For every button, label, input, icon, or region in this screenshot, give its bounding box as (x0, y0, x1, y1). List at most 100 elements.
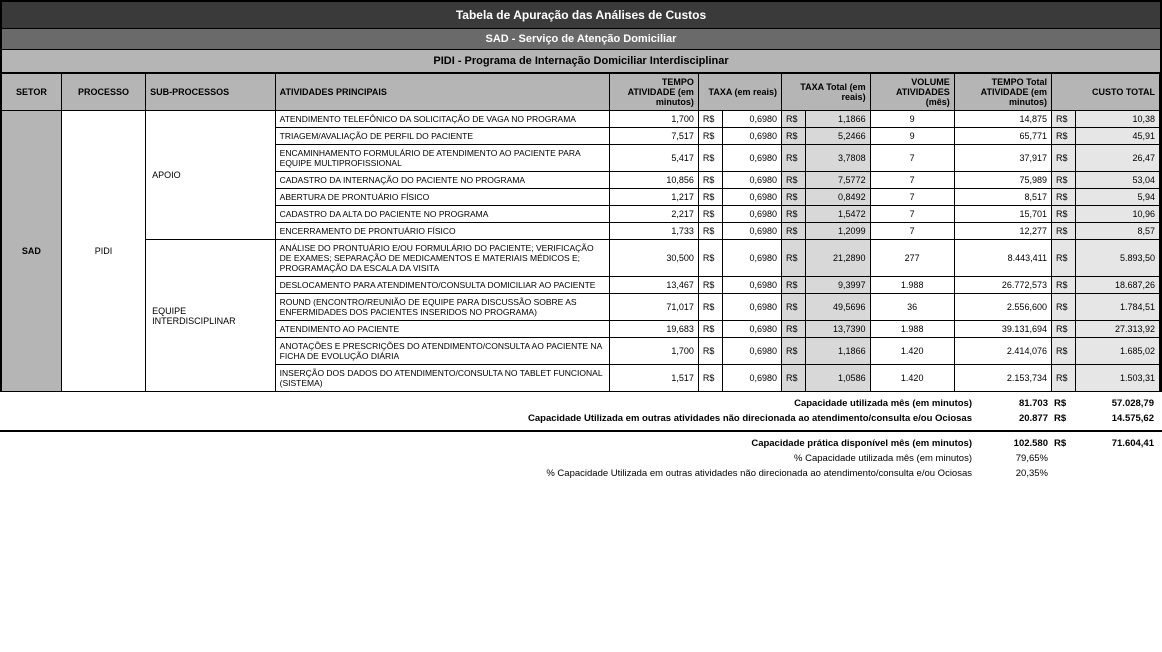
taxa-cell: 0,6980 (722, 294, 781, 321)
taxa-cell: 0,6980 (722, 145, 781, 172)
currency-cell: R$ (1051, 321, 1075, 338)
taxa-cell: 0,6980 (722, 189, 781, 206)
currency-cell: R$ (782, 240, 806, 277)
currency-cell: R$ (782, 277, 806, 294)
currency-cell: R$ (782, 145, 806, 172)
currency-cell: R$ (1051, 240, 1075, 277)
volume-cell: 9 (870, 128, 954, 145)
currency-cell: R$ (698, 294, 722, 321)
custo-total-cell: 53,04 (1075, 172, 1159, 189)
custo-total-cell: 26,47 (1075, 145, 1159, 172)
tempo-total-cell: 15,701 (954, 206, 1051, 223)
currency-cell: R$ (1051, 338, 1075, 365)
taxa-total-cell: 21,2890 (805, 240, 870, 277)
report-frame: Tabela de Apuração das Análises de Custo… (0, 0, 1162, 392)
tempo-total-cell: 2.153,734 (954, 365, 1051, 392)
taxa-cell: 0,6980 (722, 111, 781, 128)
footer-val: 71.604,41 (1078, 438, 1158, 449)
volume-cell: 1.420 (870, 365, 954, 392)
taxa-total-cell: 7,5772 (805, 172, 870, 189)
activity-cell: ENCERRAMENTO DE PRONTUÁRIO FÍSICO (275, 223, 610, 240)
activity-cell: ANOTAÇÕES E PRESCRIÇÕES DO ATENDIMENTO/C… (275, 338, 610, 365)
footer-label: Capacidade Utilizada em outras atividade… (0, 413, 984, 424)
footer-row: Capacidade utilizada mês (em minutos) 81… (0, 396, 1162, 411)
currency-cell: R$ (698, 338, 722, 365)
tempo-cell: 1,700 (610, 111, 699, 128)
taxa-total-cell: 1,5472 (805, 206, 870, 223)
hdr-setor: SETOR (2, 74, 61, 111)
tempo-cell: 1,217 (610, 189, 699, 206)
activity-cell: ROUND (ENCONTRO/REUNIÃO DE EQUIPE PARA D… (275, 294, 610, 321)
currency-cell: R$ (1051, 128, 1075, 145)
title-program: PIDI - Programa de Internação Domiciliar… (2, 50, 1160, 74)
taxa-cell: 0,6980 (722, 223, 781, 240)
subprocesso-cell: APOIO (146, 111, 276, 240)
tempo-total-cell: 14,875 (954, 111, 1051, 128)
tempo-total-cell: 12,277 (954, 223, 1051, 240)
custo-total-cell: 5.893,50 (1075, 240, 1159, 277)
tempo-cell: 13,467 (610, 277, 699, 294)
table-row: EQUIPE INTERDISCIPLINARANÁLISE DO PRONTU… (2, 240, 1160, 277)
taxa-cell: 0,6980 (722, 321, 781, 338)
taxa-total-cell: 49,5696 (805, 294, 870, 321)
custo-total-cell: 45,91 (1075, 128, 1159, 145)
currency-cell: R$ (1051, 189, 1075, 206)
cost-table: SETOR PROCESSO SUB-PROCESSOS ATIVIDADES … (2, 74, 1160, 392)
tempo-total-cell: 26.772,573 (954, 277, 1051, 294)
taxa-total-cell: 1,0586 (805, 365, 870, 392)
hdr-processo: PROCESSO (61, 74, 145, 111)
volume-cell: 7 (870, 189, 954, 206)
tempo-total-cell: 65,771 (954, 128, 1051, 145)
footer-divider (0, 430, 1162, 432)
taxa-total-cell: 9,3997 (805, 277, 870, 294)
footer-cur: R$ (1054, 413, 1078, 424)
hdr-ct: CUSTO TOTAL (1051, 74, 1159, 111)
volume-cell: 7 (870, 145, 954, 172)
taxa-cell: 0,6980 (722, 338, 781, 365)
footer-val: 20.877 (984, 413, 1054, 424)
taxa-total-cell: 0,8492 (805, 189, 870, 206)
currency-cell: R$ (782, 111, 806, 128)
tempo-total-cell: 37,917 (954, 145, 1051, 172)
taxa-cell: 0,6980 (722, 206, 781, 223)
taxa-cell: 0,6980 (722, 277, 781, 294)
processo-cell: PIDI (61, 111, 145, 392)
hdr-atividades: ATIVIDADES PRINCIPAIS (275, 74, 610, 111)
currency-cell: R$ (1051, 206, 1075, 223)
activity-cell: ANÁLISE DO PRONTUÁRIO E/OU FORMULÁRIO DO… (275, 240, 610, 277)
tempo-cell: 71,017 (610, 294, 699, 321)
hdr-tempo: TEMPO ATIVIDADE (em minutos) (610, 74, 699, 111)
currency-cell: R$ (782, 172, 806, 189)
currency-cell: R$ (698, 321, 722, 338)
subprocesso-cell: EQUIPE INTERDISCIPLINAR (146, 240, 276, 392)
volume-cell: 1.988 (870, 321, 954, 338)
tempo-cell: 1,517 (610, 365, 699, 392)
footer-val: 57.028,79 (1078, 398, 1158, 409)
title-main: Tabela de Apuração das Análises de Custo… (2, 2, 1160, 29)
footer-label: % Capacidade Utilizada em outras ativida… (0, 468, 984, 479)
tempo-total-cell: 75,989 (954, 172, 1051, 189)
footer-label: Capacidade utilizada mês (em minutos) (0, 398, 984, 409)
hdr-vol: VOLUME ATIVIDADES (mês) (870, 74, 954, 111)
footer-row: Capacidade Utilizada em outras atividade… (0, 411, 1162, 426)
currency-cell: R$ (782, 294, 806, 321)
tempo-cell: 10,856 (610, 172, 699, 189)
currency-cell: R$ (698, 277, 722, 294)
taxa-cell: 0,6980 (722, 172, 781, 189)
currency-cell: R$ (698, 128, 722, 145)
tempo-total-cell: 8.443,411 (954, 240, 1051, 277)
currency-cell: R$ (782, 128, 806, 145)
taxa-cell: 0,6980 (722, 128, 781, 145)
tempo-cell: 5,417 (610, 145, 699, 172)
currency-cell: R$ (782, 223, 806, 240)
hdr-tt: TEMPO Total ATIVIDADE (em minutos) (954, 74, 1051, 111)
footer-row: % Capacidade Utilizada em outras ativida… (0, 466, 1162, 481)
footer-val: 102.580 (984, 438, 1054, 449)
custo-total-cell: 8,57 (1075, 223, 1159, 240)
custo-total-cell: 10,38 (1075, 111, 1159, 128)
taxa-total-cell: 1,1866 (805, 111, 870, 128)
activity-cell: ATENDIMENTO AO PACIENTE (275, 321, 610, 338)
taxa-total-cell: 13,7390 (805, 321, 870, 338)
hdr-taxa: TAXA (em reais) (698, 74, 781, 111)
taxa-cell: 0,6980 (722, 365, 781, 392)
